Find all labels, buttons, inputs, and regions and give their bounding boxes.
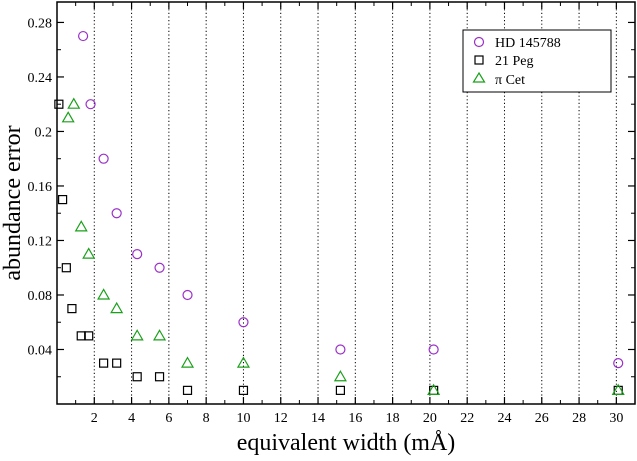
- data-point: [84, 331, 94, 341]
- data-point: [110, 301, 124, 314]
- data-point: [67, 97, 81, 109]
- data-point: [238, 317, 249, 328]
- grid-lines: [93, 2, 617, 404]
- x-tick-label: 18: [386, 411, 400, 426]
- data-point: [154, 372, 165, 382]
- data-point: [130, 329, 144, 341]
- legend: HD 145788 21 Peg π Cet: [462, 29, 612, 93]
- series-0: [78, 30, 624, 369]
- data-point: [67, 304, 77, 314]
- data-point: [132, 372, 142, 382]
- x-axis-title: equivalent width (mÅ): [237, 430, 456, 456]
- x-tick-label: 20: [423, 411, 437, 426]
- data-point: [61, 263, 71, 273]
- data-point: [238, 385, 249, 395]
- data-point: [57, 194, 68, 205]
- data-point: [78, 30, 89, 42]
- x-tick-label: 8: [203, 411, 210, 426]
- legend-label-21peg: 21 Peg: [495, 54, 534, 69]
- y-tick-label: 0.24: [28, 71, 53, 86]
- x-tick-label: 16: [348, 411, 362, 426]
- x-tick-label: 4: [128, 411, 135, 426]
- x-tick-label: 28: [572, 411, 586, 426]
- data-point: [333, 370, 347, 382]
- series-2: [61, 97, 625, 395]
- x-tick-label: 14: [311, 411, 325, 426]
- legend-marker-21peg: [474, 55, 484, 65]
- data-point: [611, 383, 625, 395]
- legend-label-picet: π Cet: [495, 73, 525, 88]
- x-tick-label: 2: [91, 411, 98, 426]
- legend-box: [462, 29, 612, 93]
- data-point: [112, 358, 122, 368]
- y-tick-label: 0.04: [28, 343, 53, 358]
- legend-marker-picet: [472, 71, 486, 83]
- data-point: [335, 385, 346, 395]
- data-point: [111, 208, 122, 219]
- data-point: [132, 249, 143, 260]
- data-point: [85, 99, 96, 110]
- x-tick-label: 30: [609, 411, 623, 426]
- y-tick-label: 0.12: [28, 234, 53, 249]
- y-tick-label: 0.16: [28, 180, 53, 195]
- data-points: [54, 30, 625, 395]
- x-tick-label: 24: [497, 411, 511, 426]
- data-point: [613, 358, 624, 369]
- y-tick-label: 0.08: [28, 289, 53, 304]
- data-point: [428, 344, 439, 355]
- data-point: [98, 153, 109, 164]
- data-point: [236, 356, 250, 368]
- data-point: [153, 329, 167, 341]
- x-tick-label: 12: [274, 411, 288, 426]
- legend-label-hd145788: HD 145788: [495, 36, 561, 51]
- data-point: [99, 358, 109, 368]
- data-point: [97, 288, 111, 300]
- plot-frame: [56, 1, 636, 405]
- data-point: [182, 289, 193, 301]
- data-point: [180, 356, 195, 368]
- data-point: [82, 247, 96, 259]
- data-point: [427, 383, 441, 395]
- tick-labels: 2 4 6 8 10 12 14 16 18 20 22 24 26 28 300.040.080.120.…: [28, 16, 624, 426]
- data-point: [74, 220, 88, 232]
- data-point: [54, 99, 64, 109]
- data-point: [335, 344, 346, 355]
- data-point: [182, 385, 193, 395]
- legend-marker-hd145788: [473, 36, 485, 48]
- y-tick-label: 0.2: [35, 125, 53, 140]
- y-axis-title: abundance error: [0, 125, 26, 280]
- y-tick-label: 0.28: [28, 16, 53, 31]
- series-1: [54, 99, 623, 395]
- x-tick-label: 26: [535, 411, 549, 426]
- data-point: [61, 111, 75, 123]
- x-tick-label: 22: [460, 411, 474, 426]
- x-tick-label: 10: [236, 411, 250, 426]
- data-point: [154, 262, 165, 273]
- x-tick-label: 6: [165, 411, 172, 426]
